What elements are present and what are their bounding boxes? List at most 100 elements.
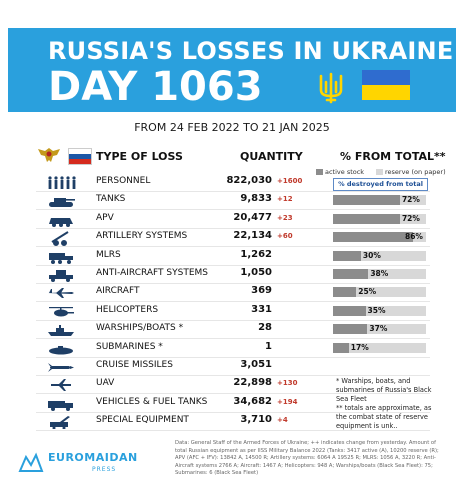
- row-divider: [36, 356, 430, 358]
- percent-bar-fill: [333, 305, 366, 316]
- loss-delta: +12: [277, 195, 293, 204]
- brand-sub: PRESS: [92, 466, 117, 473]
- loss-quantity: 28: [258, 322, 272, 334]
- loss-label: TANKS: [96, 194, 126, 205]
- table-row: HELICOPTERS 331 35%: [0, 302, 464, 320]
- soldiers-icon: [46, 175, 76, 194]
- table-row: PERSONNEL 822,030 +1600: [0, 173, 464, 191]
- loss-delta: +23: [277, 213, 293, 222]
- row-divider: [36, 319, 430, 321]
- loss-label: UAV: [96, 378, 115, 389]
- percent-bar: 72%: [333, 195, 426, 206]
- euromaidan-logo-icon: [18, 452, 44, 472]
- table-row: ANTI-AIRCRAFT SYSTEMS 1,050 38%: [0, 265, 464, 283]
- percent-label: 37%: [369, 324, 388, 334]
- loss-label: SPECIAL EQUIPMENT: [96, 415, 189, 426]
- percent-bar: 72%: [333, 213, 426, 224]
- russia-flag-icon: [68, 148, 92, 165]
- percent-bar: 37%: [333, 324, 426, 335]
- loss-quantity: 3,051: [240, 359, 272, 370]
- percent-bar: 86%: [333, 232, 426, 243]
- loss-quantity: 1,050: [240, 267, 272, 278]
- missile-icon: [46, 359, 76, 378]
- percent-bar: 25%: [333, 287, 426, 298]
- loss-quantity: 1: [265, 340, 272, 352]
- loss-quantity: 3,710: [240, 414, 272, 426]
- percent-label: 38%: [370, 269, 389, 278]
- percent-label: 17%: [350, 342, 369, 352]
- ukraine-flag-icon: [362, 70, 410, 100]
- percent-bar-fill: [333, 269, 369, 279]
- table-row: SUBMARINES * 1 17%: [0, 339, 464, 357]
- loss-quantity: 822,030: [226, 175, 272, 186]
- loss-label: PERSONNEL: [96, 176, 151, 186]
- percent-bar-fill: [333, 250, 361, 261]
- loss-label: SUBMARINES *: [96, 341, 163, 352]
- table-row: AIRCRAFT 369 25%: [0, 283, 464, 301]
- row-divider: [36, 264, 430, 266]
- table-row: SPECIAL EQUIPMENT 3,710 +4: [0, 412, 464, 430]
- row-divider: [36, 227, 430, 229]
- loss-quantity: 20,477: [233, 211, 272, 223]
- loss-quantity: 22,898: [233, 377, 272, 389]
- loss-label: HELICOPTERS: [96, 304, 159, 315]
- day-counter: DAY 1063: [48, 64, 263, 110]
- table-row: APV 20,477 +23 72%: [0, 210, 464, 228]
- row-divider: [36, 338, 430, 340]
- loss-delta: +1600: [277, 177, 303, 185]
- trident-icon: [319, 72, 343, 104]
- apv-icon: [46, 212, 76, 231]
- percent-bar-fill: [333, 324, 368, 335]
- note-warships: * Warships, boats, and submarines of Rus…: [336, 377, 432, 403]
- row-divider: [36, 209, 430, 211]
- loss-quantity: 331: [251, 303, 272, 315]
- percent-label: 86%: [405, 232, 423, 242]
- table-row: TANKS 9,833 +12 72%: [0, 191, 464, 209]
- loss-quantity: 1,262: [240, 248, 272, 260]
- row-divider: [36, 393, 430, 395]
- source-note: Data: General Staff of the Armed Forces …: [175, 440, 439, 476]
- percent-label: 25%: [358, 287, 377, 297]
- anti-aircraft-icon: [46, 267, 76, 286]
- table-row: WARSHIPS/BOATS * 28 37%: [0, 320, 464, 338]
- row-divider: [36, 283, 430, 284]
- percent-bar: 17%: [333, 342, 426, 353]
- legend-destroyed: % destroyed from total: [333, 178, 428, 191]
- percent-bar-fill: [333, 213, 400, 224]
- loss-delta: +194: [277, 397, 298, 406]
- legend-active: active stock: [316, 168, 364, 176]
- mlrs-icon: [46, 249, 76, 268]
- column-type-header: TYPE OF LOSS: [96, 150, 183, 163]
- percent-bar: 30%: [333, 250, 426, 261]
- loss-label: APV: [96, 212, 114, 223]
- table-row: ARTILLERY SYSTEMS 22,134 +60 86%: [0, 228, 464, 247]
- page-title: RUSSIA'S LOSSES IN UKRAINE: [48, 37, 454, 65]
- special-equipment-icon: [46, 414, 76, 433]
- row-divider: [36, 375, 430, 376]
- loss-quantity: 369: [251, 285, 272, 297]
- table-row: UAV 22,898 +130: [0, 375, 464, 393]
- loss-quantity: 9,833: [240, 193, 272, 205]
- loss-quantity: 34,682: [233, 395, 272, 407]
- russian-eagle-icon: [38, 148, 60, 162]
- loss-label: ARTILLERY SYSTEMS: [96, 231, 188, 242]
- column-percent-header: % FROM TOTAL**: [340, 150, 446, 163]
- loss-label: ANTI-AIRCRAFT SYSTEMS: [96, 268, 208, 278]
- percent-bar-fill: [333, 195, 400, 206]
- loss-delta: +4: [277, 416, 288, 425]
- percent-bar: 35%: [333, 305, 426, 316]
- loss-label: MLRS: [96, 249, 121, 260]
- row-divider: [36, 191, 430, 192]
- column-quantity-header: QUANTITY: [240, 150, 303, 163]
- percent-bar-fill: [333, 287, 357, 298]
- tank-icon: [46, 193, 76, 212]
- row-divider: [36, 301, 430, 303]
- loss-label: WARSHIPS/BOATS *: [96, 323, 184, 334]
- table-row: VEHICLES & FUEL TANKS 34,682 +194: [0, 394, 464, 412]
- helicopter-icon: [46, 304, 76, 323]
- truck-icon: [46, 396, 76, 415]
- row-divider: [36, 430, 430, 432]
- percent-label: 30%: [362, 250, 381, 260]
- percent-bar-fill: [333, 232, 413, 243]
- uav-icon: [46, 377, 76, 396]
